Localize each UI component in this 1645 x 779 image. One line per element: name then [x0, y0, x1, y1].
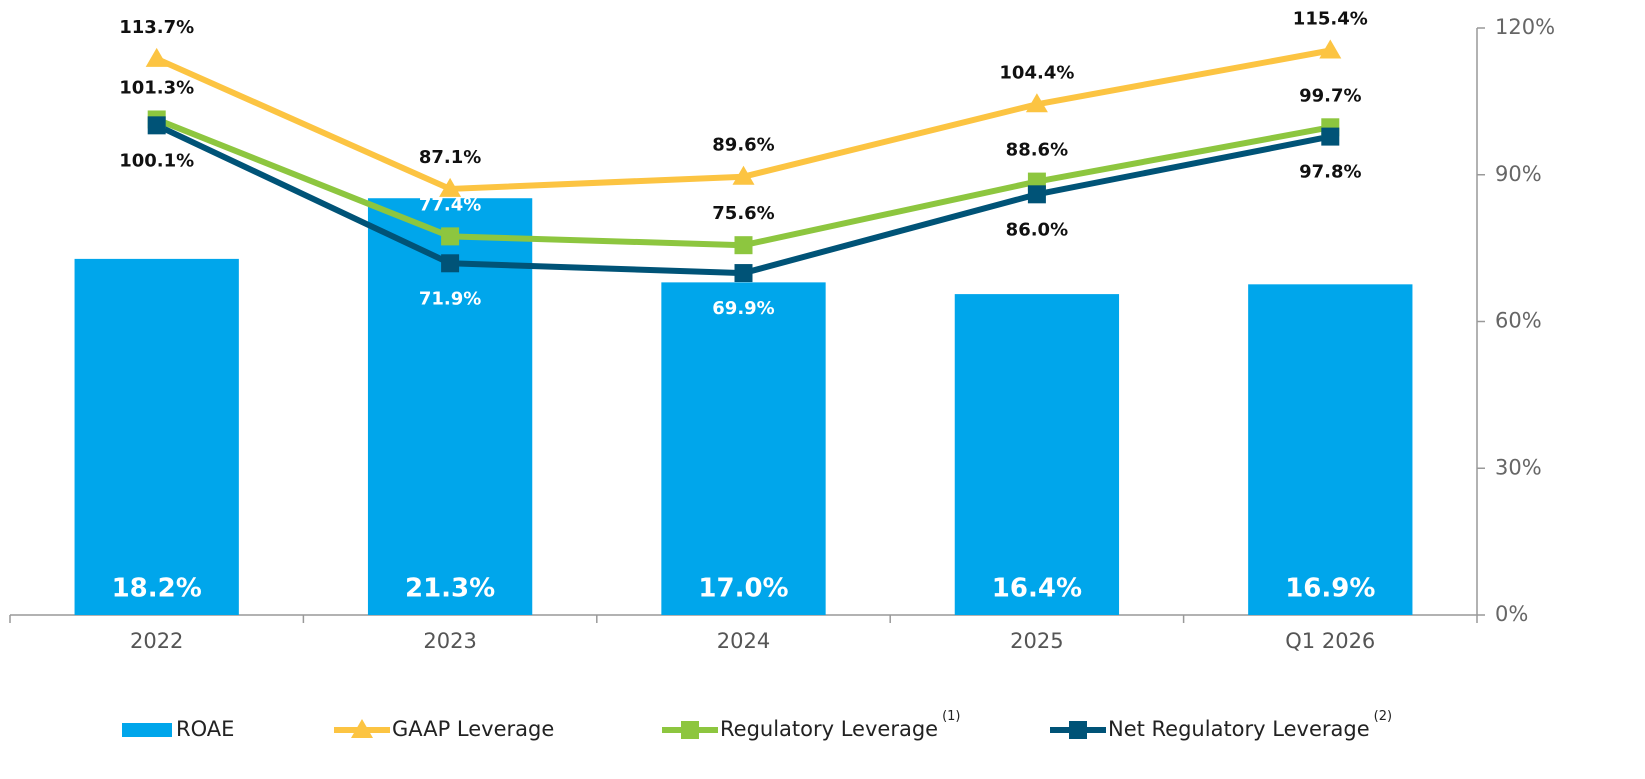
- line-value-label: 88.6%: [1006, 140, 1068, 161]
- legend-label: Net Regulatory Leverage (2): [1108, 709, 1392, 742]
- line-marker: [147, 116, 166, 135]
- line-value-label: 101.3%: [119, 77, 194, 98]
- x-tick-label: 2025: [1010, 629, 1063, 653]
- line-value-label: 100.1%: [119, 150, 194, 171]
- line-marker: [734, 264, 753, 283]
- bar: [661, 282, 826, 615]
- line-value-label: 77.4%: [419, 194, 481, 215]
- legend-footnote: (1): [942, 709, 960, 724]
- y2-tick-label: 90%: [1495, 162, 1542, 186]
- legend-label: Regulatory Leverage (1): [720, 709, 961, 742]
- line-value-label: 71.9%: [419, 288, 481, 309]
- bar: [1248, 284, 1413, 615]
- legend-swatch: [122, 723, 172, 737]
- line-marker: [1025, 93, 1048, 113]
- x-tick-label: 2024: [717, 629, 770, 653]
- line-marker: [441, 254, 460, 273]
- bar-value-label: 16.4%: [992, 574, 1082, 604]
- bar-value-label: 16.9%: [1285, 574, 1375, 604]
- legend-label: ROAE: [176, 717, 234, 741]
- line-value-label: 115.4%: [1293, 9, 1368, 30]
- line-value-label: 99.7%: [1299, 85, 1361, 106]
- y2-tick-label: 120%: [1495, 15, 1555, 39]
- x-tick-label: 2023: [423, 629, 476, 653]
- bar-value-label: 17.0%: [698, 574, 788, 604]
- line-value-label: 69.9%: [712, 298, 774, 319]
- legend-marker: [681, 721, 699, 739]
- y2-tick-label: 0%: [1495, 602, 1528, 626]
- line-marker: [1319, 39, 1342, 59]
- line-value-label: 113.7%: [119, 17, 194, 38]
- bar: [954, 294, 1120, 615]
- legend-name: Net Regulatory Leverage: [1108, 717, 1370, 741]
- line-marker: [439, 177, 462, 197]
- legend-name: Regulatory Leverage: [720, 717, 938, 741]
- line-marker: [1321, 127, 1340, 146]
- line-value-label: 87.1%: [419, 147, 481, 168]
- y2-tick-label: 30%: [1495, 455, 1542, 479]
- line-value-label: 89.6%: [712, 135, 774, 156]
- legend-marker: [1069, 721, 1087, 739]
- line-value-label: 86.0%: [1006, 219, 1068, 240]
- legend-name: GAAP Leverage: [392, 717, 554, 741]
- legend-footnote: (2): [1374, 709, 1392, 724]
- legend-label: GAAP Leverage: [392, 717, 554, 741]
- x-tick-label: Q1 2026: [1285, 629, 1375, 653]
- line-marker: [1027, 185, 1046, 204]
- bar: [74, 258, 239, 615]
- line-value-label: 75.6%: [712, 203, 774, 224]
- x-tick-label: 2022: [130, 629, 183, 653]
- bar-value-label: 18.2%: [112, 574, 202, 604]
- line-value-label: 97.8%: [1299, 162, 1361, 183]
- line-value-label: 104.4%: [999, 62, 1074, 83]
- legend-name: ROAE: [176, 717, 234, 741]
- y2-tick-label: 60%: [1495, 309, 1542, 333]
- line-marker: [734, 236, 753, 255]
- line-marker: [732, 165, 755, 185]
- legend-marker: [351, 719, 373, 738]
- bar-value-label: 21.3%: [405, 574, 495, 604]
- line-marker: [145, 47, 168, 67]
- line-marker: [441, 227, 460, 246]
